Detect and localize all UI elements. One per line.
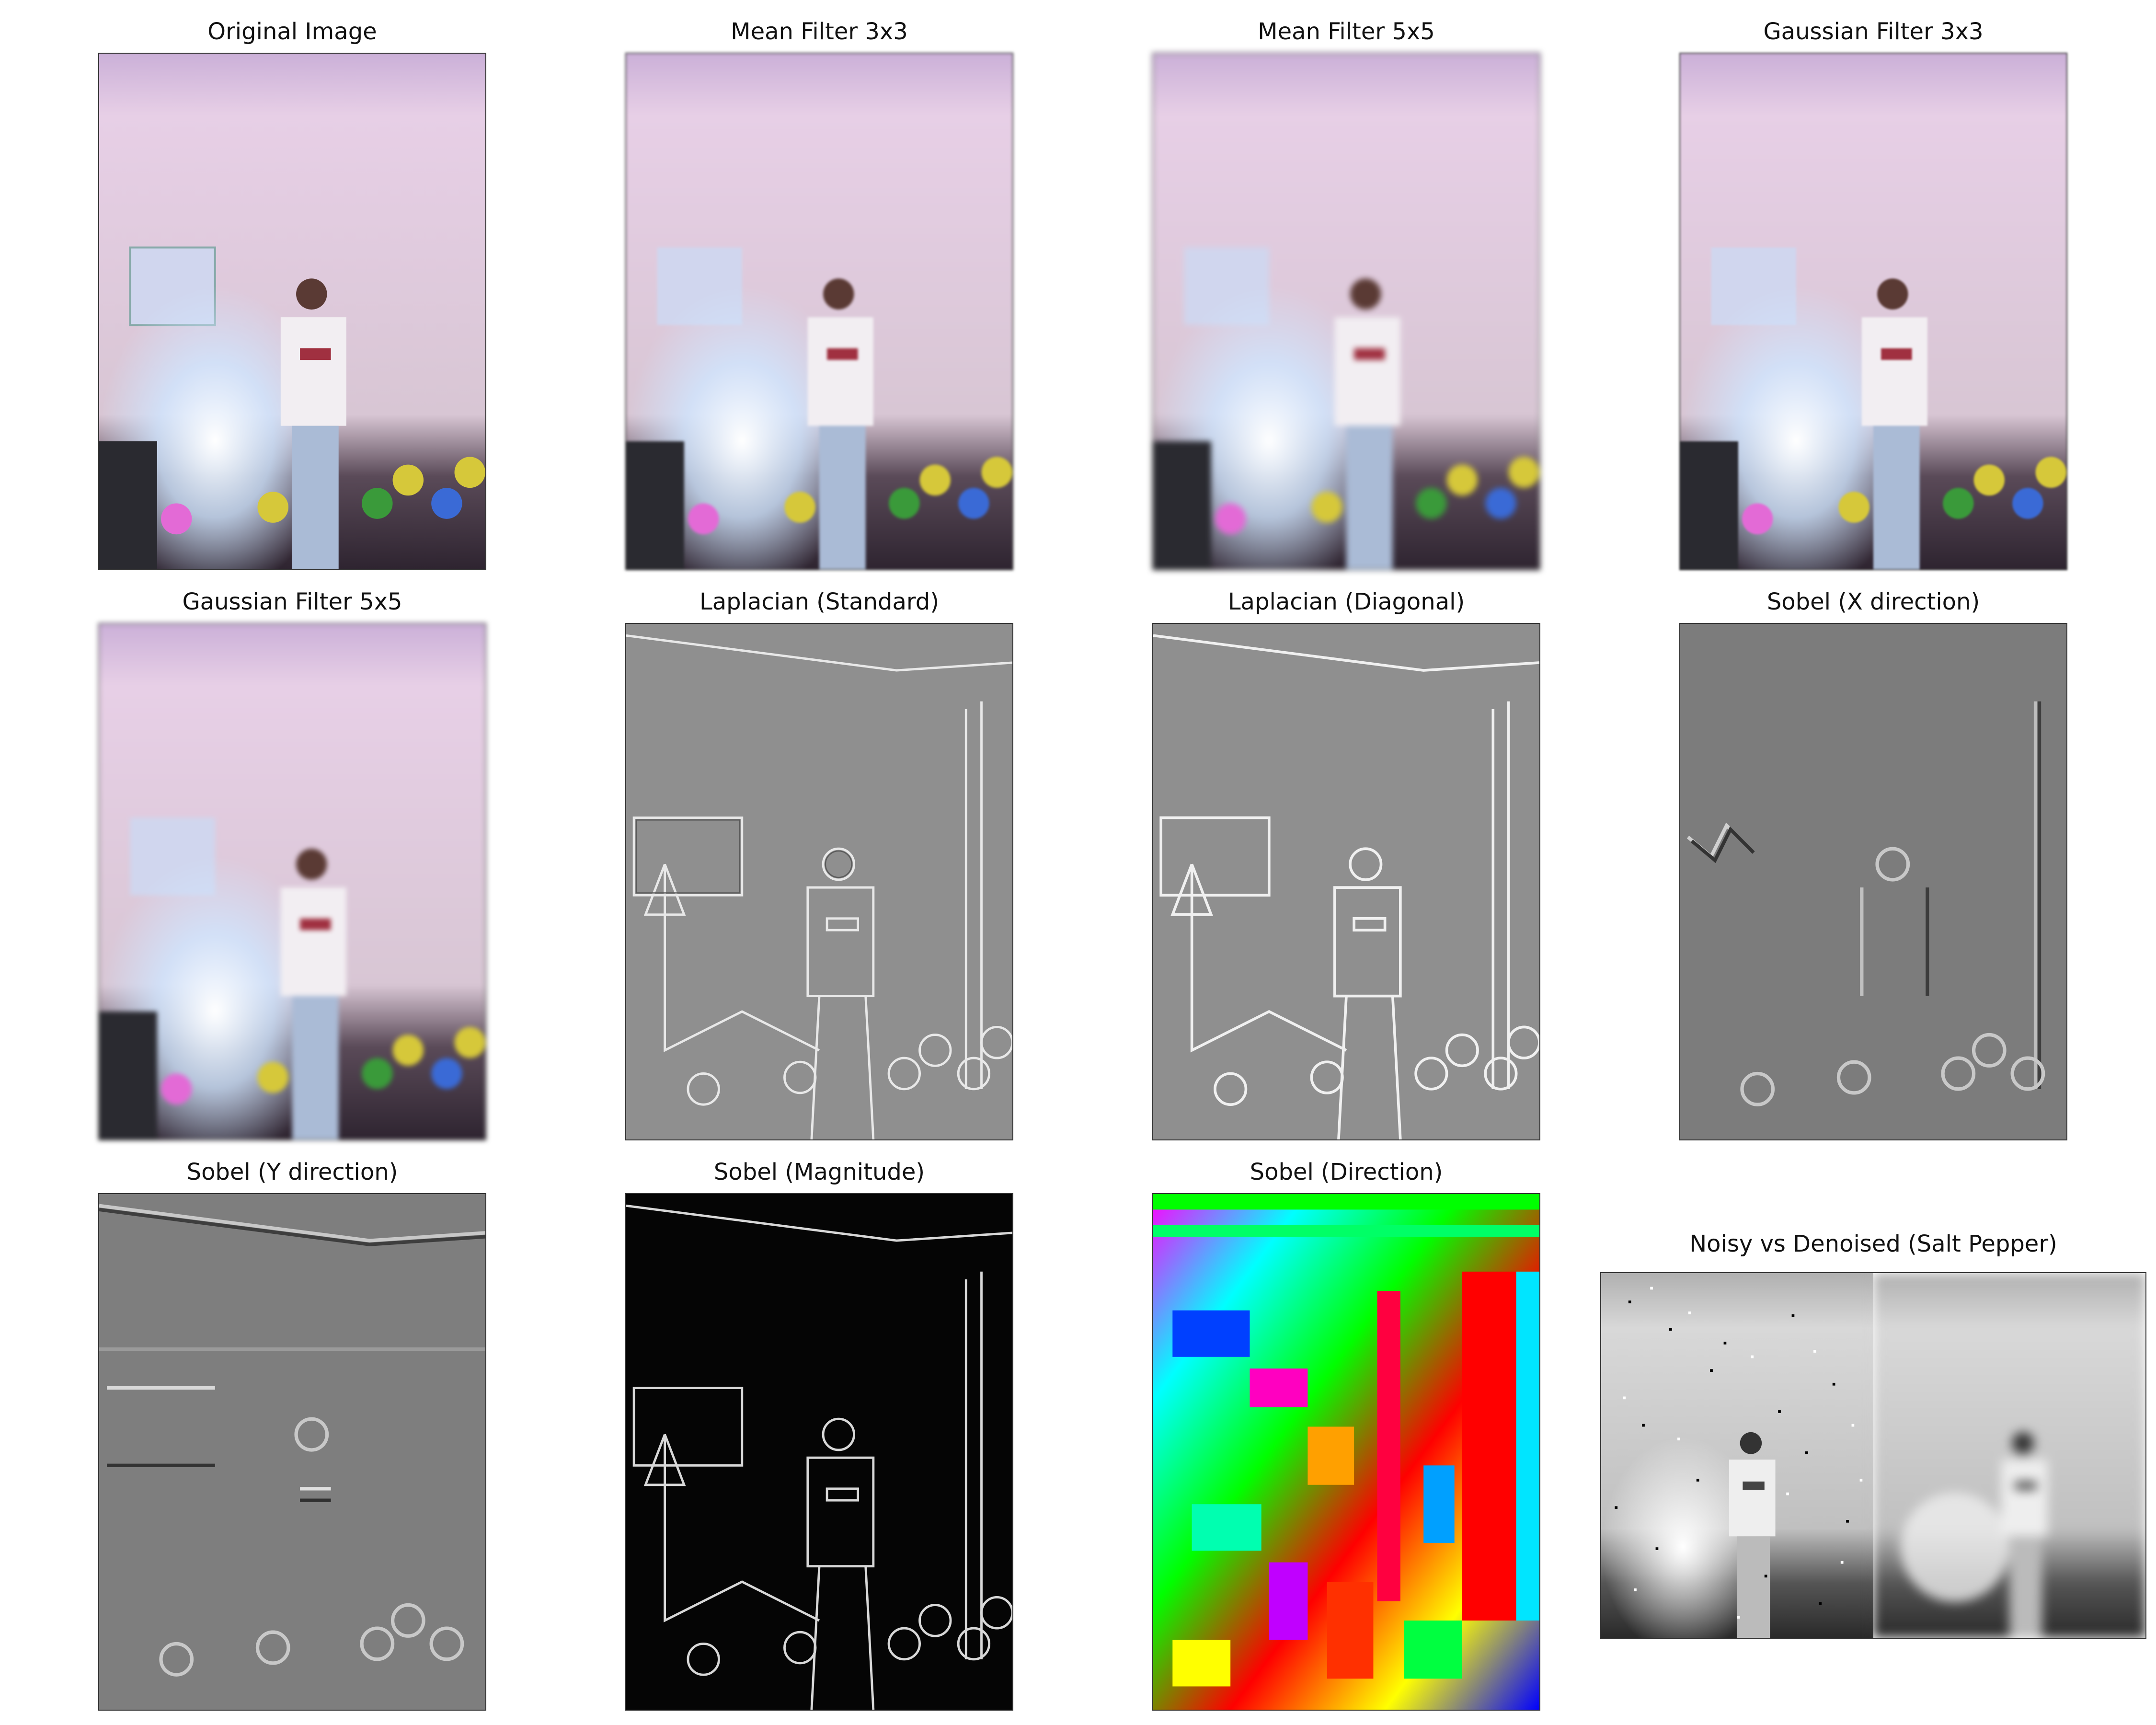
panel-gauss5: Gaussian Filter 5x5 — [96, 585, 489, 1145]
panel-title: Laplacian (Diagonal) — [1227, 588, 1465, 615]
image-sobel-direction — [1152, 1193, 1540, 1711]
image-gaussian-5x5 — [98, 623, 486, 1140]
panel-title: Sobel (X direction) — [1766, 588, 1980, 615]
panel-title: Sobel (Y direction) — [186, 1159, 398, 1185]
panel-noisy-vs-denoised: Noisy vs Denoised (Salt Pepper) — [1595, 1227, 2151, 1648]
panel-title: Original Image — [207, 18, 377, 45]
panel-sobel-x: Sobel (X direction) — [1677, 585, 2070, 1145]
panel-gauss3: Gaussian Filter 3x3 — [1677, 14, 2070, 575]
image-laplacian-diagonal — [1152, 623, 1540, 1140]
panel-sobel-magnitude: Sobel (Magnitude) — [623, 1155, 1016, 1715]
image-mean-5x5 — [1152, 53, 1540, 570]
panel-mean5: Mean Filter 5x5 — [1150, 14, 1543, 575]
panel-title: Laplacian (Standard) — [699, 588, 939, 615]
panel-sobel-direction: Sobel (Direction) — [1150, 1155, 1543, 1715]
panel-title: Mean Filter 5x5 — [1258, 18, 1435, 45]
panel-sobel-y: Sobel (Y direction) — [96, 1155, 489, 1715]
panel-laplacian-diagonal: Laplacian (Diagonal) — [1150, 585, 1543, 1145]
image-sobel-x — [1679, 623, 2067, 1140]
image-noisy-vs-denoised — [1600, 1272, 2146, 1639]
image-sobel-magnitude — [625, 1193, 1013, 1711]
panel-title: Sobel (Direction) — [1250, 1159, 1443, 1185]
image-gaussian-3x3 — [1679, 53, 2067, 570]
image-laplacian-standard — [625, 623, 1013, 1140]
image-original — [98, 53, 486, 570]
image-mean-3x3 — [625, 53, 1013, 570]
panel-title: Mean Filter 3x3 — [731, 18, 908, 45]
panel-title: Noisy vs Denoised (Salt Pepper) — [1689, 1230, 2057, 1257]
panel-original: Original Image — [96, 14, 489, 575]
panel-title: Gaussian Filter 5x5 — [182, 588, 402, 615]
panel-title: Gaussian Filter 3x3 — [1763, 18, 1984, 45]
panel-title: Sobel (Magnitude) — [713, 1159, 925, 1185]
image-sobel-y — [98, 1193, 486, 1711]
panel-mean3: Mean Filter 3x3 — [623, 14, 1016, 575]
panel-laplacian-standard: Laplacian (Standard) — [623, 585, 1016, 1145]
